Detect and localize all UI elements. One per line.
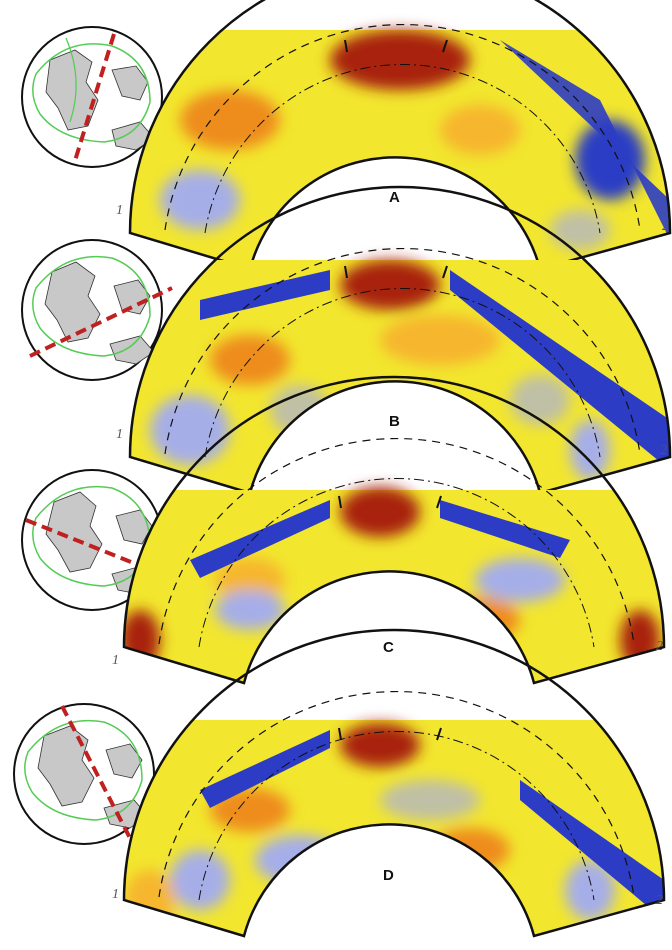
panel-label: A [389, 189, 400, 206]
cross-section: D 1 2 [112, 628, 666, 938]
globe-inset [21, 239, 173, 381]
globe-inset [13, 703, 155, 845]
panel-label: D [383, 867, 394, 884]
panel-d: D 1 2 [13, 628, 666, 938]
panel-label: B [389, 413, 400, 430]
panel-a: A 1 2 [21, 0, 672, 271]
section-start-label: 1 [112, 887, 119, 902]
great-circle-line [60, 705, 134, 843]
great-circle-line [25, 518, 177, 582]
great-circle-line [72, 33, 116, 165]
globe-inset [21, 469, 177, 611]
panel-label: C [383, 639, 394, 656]
section-start-label: 1 [116, 203, 123, 218]
globe-inset [21, 26, 163, 168]
section-end-label: 2 [660, 443, 667, 458]
section-start-label: 1 [116, 427, 123, 442]
section-start-label: 1 [112, 653, 119, 668]
section-end-label: 2 [662, 219, 669, 234]
great-circle-line [29, 286, 173, 358]
cross-section: A 1 2 [116, 0, 672, 271]
section-end-label: 2 [656, 639, 663, 654]
section-end-label: 2 [656, 893, 663, 908]
